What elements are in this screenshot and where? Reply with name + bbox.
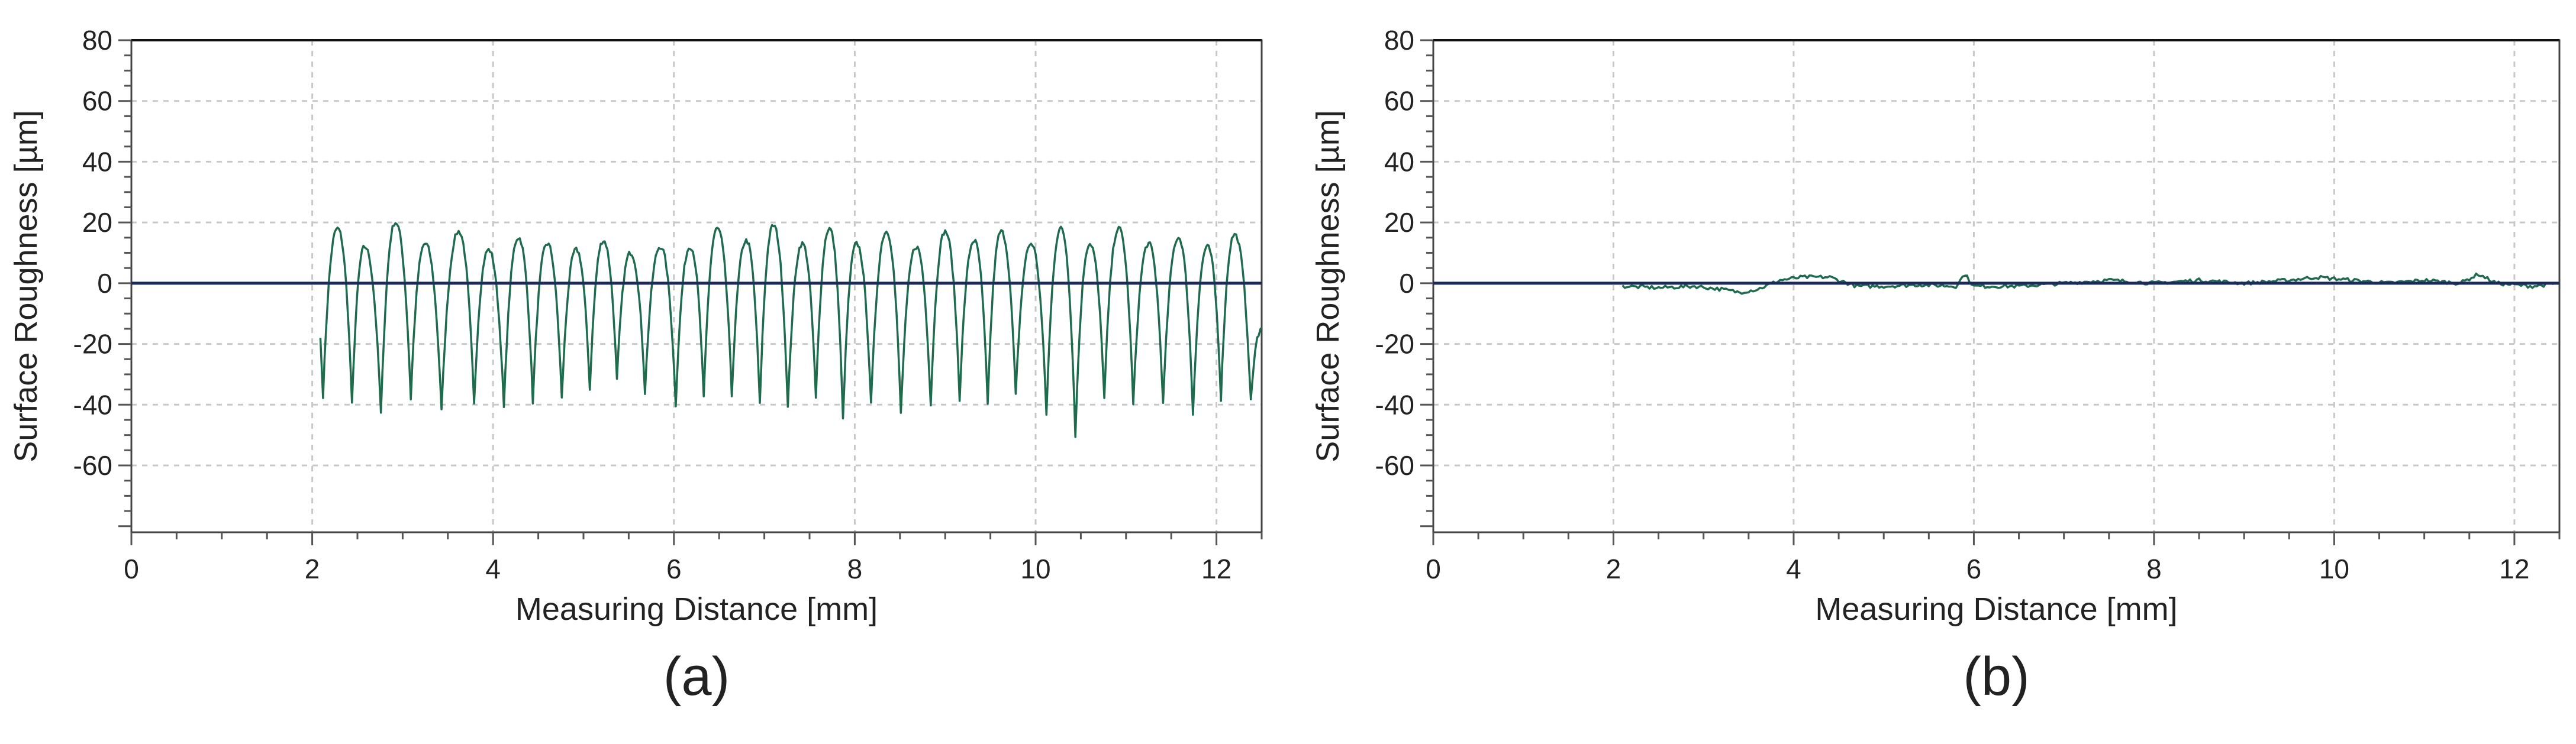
x-tick-label: 6	[666, 554, 682, 584]
chart-panel-b: 0 2 4 6 8 10 12 80 60 40 20 0 -20 -40 -60 Measuring Dis…	[1310, 25, 2561, 707]
y-tick-label: 80	[82, 25, 112, 56]
y-tick-label: 80	[1384, 25, 1414, 56]
y-tick-label: 60	[1384, 86, 1414, 117]
x-tick-label: 10	[2319, 554, 2349, 584]
panel-label: (b)	[1963, 646, 2029, 707]
x-tick-label: 12	[1201, 554, 1231, 584]
x-tick-label: 0	[1426, 554, 1441, 584]
x-axis-title: Measuring Distance [mm]	[515, 591, 878, 627]
y-tick-label: -60	[1375, 450, 1414, 481]
plot-area	[131, 40, 1262, 532]
x-tick-label: 0	[124, 554, 139, 584]
x-tick-label: 8	[847, 554, 863, 584]
y-tick-label: -40	[1375, 389, 1414, 420]
chart-panel-a: 0 2 4 6 8 10 12 80 60 40 20 0 -20 -40 -60 Measuring Dis…	[8, 25, 1263, 707]
plot-area	[1433, 40, 2559, 532]
y-tick-label: -20	[1375, 329, 1414, 360]
x-tick-label: 4	[485, 554, 501, 584]
y-tick-label: -40	[73, 389, 112, 420]
x-axis-title: Measuring Distance [mm]	[1815, 591, 2177, 627]
x-tick-label: 10	[1020, 554, 1050, 584]
y-tick-label: 40	[1384, 146, 1414, 177]
x-tick-label: 6	[1966, 554, 1982, 584]
y-axis-title: Surface Roughness [µm]	[1310, 110, 1346, 462]
x-tick-label: 4	[1786, 554, 1801, 584]
x-tick-label: 8	[2146, 554, 2162, 584]
roughness-profile-line	[319, 222, 1262, 438]
y-tick-label: -60	[73, 450, 112, 481]
y-tick-label: 0	[97, 268, 112, 299]
x-tick-label: 2	[1606, 554, 1621, 584]
x-tick-label: 2	[305, 554, 320, 584]
panel-label: (a)	[663, 646, 730, 707]
x-tick-label: 12	[2499, 554, 2529, 584]
y-tick-label: 20	[82, 207, 112, 238]
y-tick-label: 60	[82, 86, 112, 117]
y-axis-title: Surface Roughness [µm]	[8, 110, 44, 462]
y-tick-label: 40	[82, 146, 112, 177]
y-tick-label: -20	[73, 329, 112, 360]
y-tick-label: 20	[1384, 207, 1414, 238]
y-tick-label: 0	[1399, 268, 1414, 299]
